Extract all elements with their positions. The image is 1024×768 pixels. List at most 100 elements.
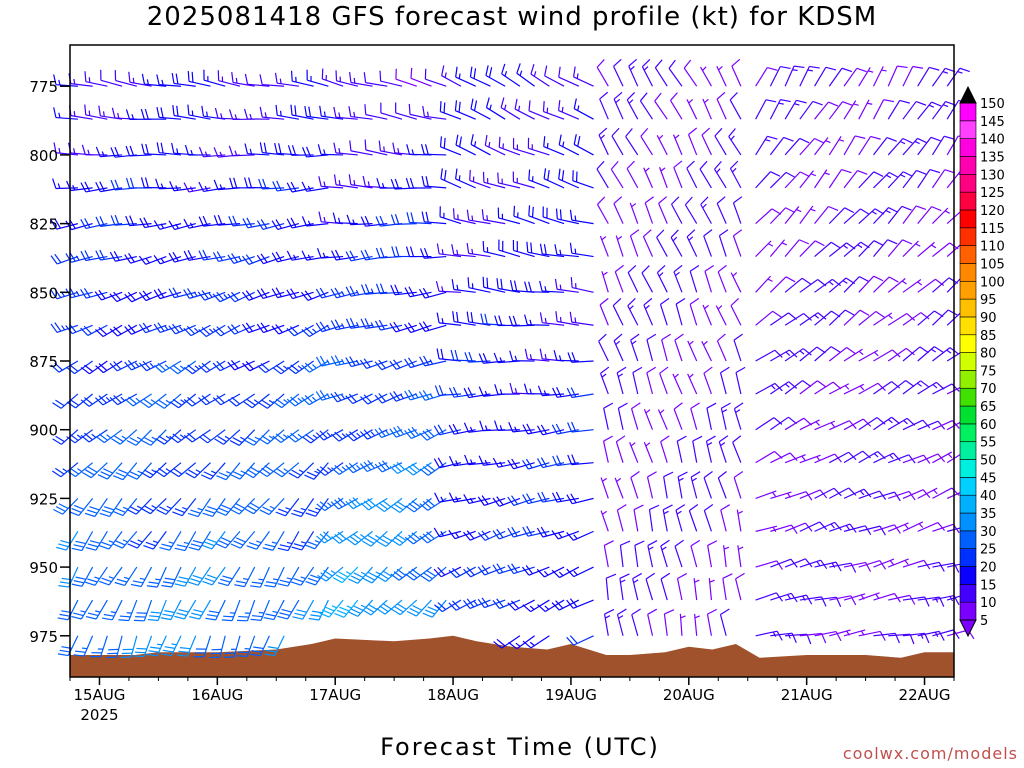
wind-barb [360, 393, 388, 405]
wind-barb-flag [279, 544, 291, 548]
wind-barb-flag [229, 177, 234, 189]
wind-barb-flag [477, 532, 486, 541]
wind-barb-flag [630, 229, 640, 237]
wind-barb-shaft [115, 79, 137, 87]
wind-barb-flag [367, 498, 376, 507]
wind-barb-shaft [646, 372, 654, 395]
wind-barb-shaft [715, 305, 727, 326]
wind-barb-shaft [873, 239, 889, 257]
wind-barb-flag [275, 364, 285, 372]
wind-barb-half-flag [709, 579, 715, 583]
wind-barb-flag [654, 59, 663, 69]
wind-barb-shaft [932, 487, 953, 499]
wind-barb-flag [187, 432, 196, 441]
wind-barb [873, 349, 901, 362]
wind-barb-flag [670, 92, 678, 101]
wind-barb-shaft [931, 169, 946, 189]
wind-barb-flag [80, 327, 89, 336]
wind-barb-flag [112, 543, 123, 549]
wind-barb-flag [374, 394, 383, 404]
wind-barb-half-flag [648, 546, 654, 551]
wind-barb-flag [164, 610, 175, 614]
wind-barb [263, 599, 285, 621]
wind-barb [141, 497, 167, 515]
wind-barb-shaft [770, 452, 791, 464]
wind-barb-flag [80, 182, 87, 193]
wind-barb [290, 104, 314, 120]
wind-barb [492, 496, 521, 507]
wind-barb-flag [875, 310, 885, 318]
wind-barb-flag [466, 242, 470, 254]
wind-barb-flag [169, 435, 179, 444]
wind-barb-shaft [644, 202, 654, 224]
wind-barb [799, 240, 825, 258]
wind-barb-half-flag [792, 69, 798, 72]
wind-barb [814, 241, 841, 258]
wind-barb [419, 247, 447, 259]
wind-barb-flag [236, 655, 248, 658]
wind-barb-flag [492, 497, 500, 507]
wind-barb-flag [404, 323, 412, 333]
wind-barb-flag [174, 583, 186, 587]
wind-barb-flag [201, 105, 205, 117]
wind-barb-flag [408, 103, 411, 115]
wind-barb-half-flag [889, 560, 894, 565]
wind-barb-half-flag [680, 615, 686, 619]
wind-barb-half-flag [249, 148, 253, 155]
wind-barb-flag [245, 254, 254, 264]
wind-barb-shaft [769, 99, 781, 120]
wind-barb-flag [551, 492, 558, 503]
wind-barb-flag [286, 182, 293, 193]
wind-barb-shaft [704, 271, 713, 293]
wind-barb-flag [171, 142, 175, 154]
wind-barb-flag [114, 581, 125, 587]
wind-barb [421, 175, 447, 189]
wind-barb-half-flag [297, 397, 303, 403]
wind-barb-flag [127, 360, 136, 369]
wind-barb [439, 101, 462, 120]
wind-barb-shaft [872, 66, 884, 87]
wind-barb-flag [301, 397, 310, 406]
wind-barb-flag [198, 216, 204, 227]
wind-barb-flag [260, 363, 270, 371]
wind-barb-shaft [687, 373, 698, 395]
wind-barb-flag [524, 314, 528, 325]
credit-link[interactable]: coolwx.com/models [842, 744, 1018, 763]
wind-barb-flag [716, 196, 726, 204]
wind-barb-flag [905, 379, 915, 388]
wind-barb-flag [412, 605, 423, 611]
wind-barb-shaft [873, 524, 895, 532]
wind-barb-half-flag [75, 290, 80, 297]
wind-barb-flag [73, 654, 85, 657]
wind-barb-flag [207, 506, 218, 511]
wind-barb-flag [183, 366, 193, 375]
wind-barb-half-flag [331, 605, 337, 609]
wind-barb-flag [56, 546, 67, 551]
wind-barb-shaft [654, 67, 668, 87]
wind-barb-flag [375, 216, 381, 227]
wind-barb-flag [248, 542, 260, 547]
wind-barb [716, 65, 727, 87]
wind-barb-flag [249, 466, 260, 473]
wind-barb [230, 530, 256, 549]
wind-barb [466, 242, 491, 258]
wind-barb [227, 324, 255, 335]
wind-barb [736, 509, 743, 532]
wind-barb [733, 333, 743, 362]
wind-barb [873, 381, 901, 395]
wind-barb [718, 229, 729, 257]
wind-barb-flag [174, 615, 185, 620]
wind-barb-flag [339, 606, 350, 612]
wind-barb-shaft [688, 510, 698, 532]
wind-barb-flag [150, 646, 161, 650]
wind-barb-flag [870, 135, 881, 140]
wind-barb-half-flag [81, 647, 88, 650]
wind-barb-half-flag [197, 507, 203, 511]
wind-barb-flag [143, 398, 153, 406]
wind-barb-flag [531, 206, 534, 218]
colorbar-swatch [959, 601, 977, 621]
wind-barb-flag [437, 457, 444, 468]
wind-barb-flag [178, 650, 189, 653]
wind-barb-flag [714, 160, 722, 170]
wind-barb-flag [404, 430, 412, 439]
